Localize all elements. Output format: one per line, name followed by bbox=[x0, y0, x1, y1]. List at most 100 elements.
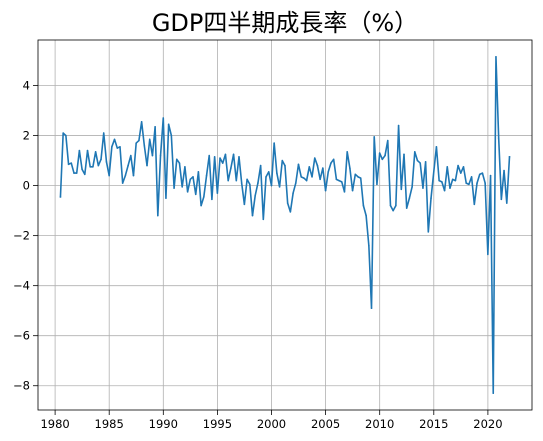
data-point bbox=[441, 181, 443, 183]
data-point bbox=[73, 172, 75, 174]
data-point bbox=[249, 183, 251, 186]
data-point bbox=[503, 169, 505, 172]
data-point bbox=[157, 214, 159, 217]
y-tick-label: −6 bbox=[13, 329, 30, 343]
data-point bbox=[143, 144, 146, 147]
y-tick-label: −8 bbox=[13, 379, 30, 393]
data-point bbox=[357, 176, 359, 178]
y-tick-label: −4 bbox=[13, 279, 30, 293]
data-point bbox=[392, 209, 394, 212]
data-point bbox=[387, 139, 389, 142]
data-point bbox=[373, 136, 375, 138]
data-point bbox=[403, 153, 405, 156]
data-point bbox=[446, 166, 449, 168]
data-point bbox=[492, 392, 494, 394]
data-point bbox=[324, 189, 327, 192]
data-point bbox=[70, 162, 73, 164]
data-point bbox=[454, 179, 457, 182]
x-tick-label: 1990 bbox=[149, 417, 178, 431]
data-point bbox=[286, 202, 289, 204]
data-point bbox=[351, 189, 354, 192]
data-point bbox=[127, 164, 129, 167]
data-point bbox=[254, 194, 256, 197]
data-point bbox=[176, 158, 178, 161]
data-point bbox=[124, 174, 127, 177]
data-point bbox=[86, 149, 89, 152]
data-point bbox=[400, 188, 403, 191]
data-point bbox=[289, 211, 292, 213]
data-point bbox=[192, 176, 194, 178]
data-point bbox=[200, 204, 202, 207]
data-point bbox=[67, 163, 70, 166]
axes-frame bbox=[37, 39, 533, 411]
data-point bbox=[84, 173, 86, 176]
data-point bbox=[478, 173, 481, 176]
data-point bbox=[427, 231, 430, 233]
data-point bbox=[332, 158, 335, 161]
data-point bbox=[65, 134, 67, 137]
data-point bbox=[121, 182, 124, 184]
data-point bbox=[140, 121, 143, 123]
data-point bbox=[78, 149, 81, 152]
data-point bbox=[314, 157, 316, 159]
data-point bbox=[194, 193, 197, 196]
x-tick-label: 1980 bbox=[40, 417, 69, 431]
data-point bbox=[132, 174, 135, 177]
x-tick-label: 2005 bbox=[311, 417, 340, 431]
data-point bbox=[395, 204, 397, 207]
data-point bbox=[178, 162, 181, 164]
data-point bbox=[89, 166, 91, 168]
data-point bbox=[151, 154, 154, 157]
data-point bbox=[148, 138, 151, 141]
data-point bbox=[251, 214, 254, 217]
data-point bbox=[346, 151, 348, 153]
data-point bbox=[476, 182, 478, 184]
data-point bbox=[270, 184, 273, 187]
data-point bbox=[411, 186, 413, 188]
data-point bbox=[276, 172, 278, 174]
data-point bbox=[181, 186, 183, 188]
data-point bbox=[113, 138, 116, 141]
data-point bbox=[94, 151, 97, 153]
data-point bbox=[305, 179, 308, 182]
data-point bbox=[311, 176, 313, 178]
data-point bbox=[300, 176, 302, 178]
data-point bbox=[354, 173, 357, 176]
data-point bbox=[116, 147, 119, 149]
data-point bbox=[227, 179, 229, 182]
data-point bbox=[500, 198, 503, 201]
data-point bbox=[119, 146, 121, 148]
data-point bbox=[295, 182, 297, 184]
data-point bbox=[265, 176, 267, 178]
data-point bbox=[62, 132, 64, 134]
data-point bbox=[243, 203, 246, 206]
data-point bbox=[451, 178, 454, 181]
data-point bbox=[338, 179, 340, 182]
data-point bbox=[468, 183, 470, 186]
data-point bbox=[292, 192, 294, 194]
data-point bbox=[146, 164, 148, 167]
data-point bbox=[186, 191, 189, 193]
data-point bbox=[460, 172, 462, 174]
data-point bbox=[173, 187, 175, 189]
data-point bbox=[397, 124, 400, 127]
data-point bbox=[154, 126, 156, 128]
grid-lines bbox=[38, 40, 532, 410]
data-point bbox=[235, 179, 238, 182]
data-point bbox=[219, 157, 221, 159]
data-point bbox=[424, 161, 427, 163]
data-point bbox=[384, 154, 386, 157]
data-point bbox=[162, 117, 165, 119]
data-point bbox=[319, 178, 321, 181]
data-point bbox=[408, 197, 411, 199]
data-point bbox=[81, 168, 83, 171]
data-point bbox=[267, 171, 270, 173]
data-point bbox=[370, 307, 373, 309]
data-point bbox=[102, 132, 105, 134]
y-tick-label: −2 bbox=[13, 229, 30, 243]
data-point bbox=[430, 197, 432, 199]
data-point bbox=[365, 214, 367, 217]
data-point bbox=[59, 196, 62, 198]
data-point bbox=[368, 244, 370, 247]
